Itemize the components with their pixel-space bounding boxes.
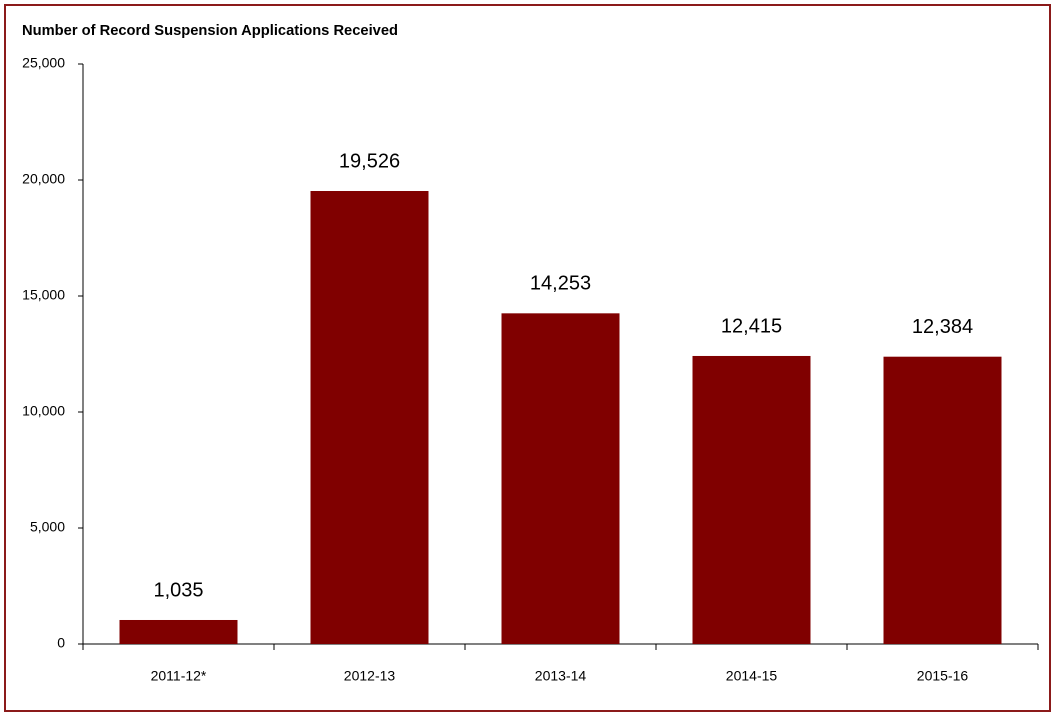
bar [883,356,1002,644]
bar [501,313,620,644]
value-label: 12,384 [912,316,973,338]
value-label: 14,253 [530,273,591,295]
y-tick-label: 10,000 [22,403,65,419]
value-label: 12,415 [721,315,782,337]
bar [310,190,429,644]
y-tick-label: 15,000 [22,287,65,303]
y-tick-label: 25,000 [22,55,65,71]
bar [692,355,811,644]
chart-border [4,4,1051,712]
bar [119,619,238,644]
x-tick-label: 2015-16 [917,668,969,684]
x-tick-label: 2013-14 [535,668,587,684]
x-tick-label: 2011-12* [151,668,207,684]
y-tick-label: 20,000 [22,171,65,187]
value-label: 19,526 [339,150,400,172]
chart-title: Number of Record Suspension Applications… [22,22,398,39]
x-tick-label: 2012-13 [344,668,396,684]
value-label: 1,035 [153,579,203,601]
y-tick-label: 5,000 [30,519,65,535]
y-tick-label: 0 [57,635,65,651]
x-tick-label: 2014-15 [726,668,778,684]
